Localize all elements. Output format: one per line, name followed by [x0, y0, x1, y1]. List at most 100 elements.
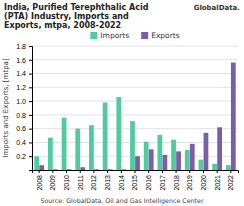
- x-tick-mark: [121, 170, 122, 173]
- x-tick-mark: [93, 170, 94, 173]
- x-tick: 2017: [159, 170, 166, 191]
- legend-label: Imports: [100, 31, 129, 40]
- grid-line: [32, 46, 238, 47]
- bar: [149, 149, 154, 170]
- y-tick-label: 1.2: [16, 84, 26, 91]
- bar-series: [39, 63, 235, 170]
- x-tick: 2013: [104, 170, 111, 191]
- bar: [171, 140, 176, 170]
- x-tick-mark: [203, 170, 204, 173]
- grid-line: [32, 114, 238, 115]
- bar: [130, 121, 135, 170]
- y-tick-mark: [29, 60, 32, 61]
- legend-label: Exports: [151, 31, 180, 40]
- x-tick-label: 2017: [159, 175, 166, 191]
- bar: [144, 142, 149, 170]
- x-tick: 2008: [36, 170, 43, 191]
- x-tick-mark: [107, 170, 108, 173]
- x-tick-mark: [135, 170, 136, 173]
- x-tick: 2009: [49, 170, 56, 191]
- y-tick: 1.8: [16, 43, 32, 50]
- legend-item: Exports: [141, 31, 180, 40]
- bar: [116, 97, 121, 170]
- x-tick-mark: [162, 170, 163, 173]
- x-tick-label: 2008: [36, 175, 43, 191]
- x-tick-label: 2022: [227, 175, 234, 191]
- bar: [34, 156, 39, 170]
- x-tick-label: 2021: [214, 175, 221, 191]
- bar: [212, 164, 217, 170]
- legend: Imports Exports: [90, 31, 179, 40]
- x-axis-line: [33, 171, 239, 174]
- x-tick: 2014: [118, 170, 125, 191]
- y-tick: 1.4: [16, 70, 32, 77]
- x-tick: 2021: [214, 170, 221, 191]
- y-axis-line: [29, 47, 33, 171]
- y-tick: 0.6: [16, 125, 32, 132]
- title: India, Purified Terephthalic Acid(PTA) I…: [4, 3, 149, 30]
- x-tick-label: 2015: [131, 175, 138, 191]
- bar: [108, 169, 113, 170]
- y-axis: 0.2 0.4 0.6 0.8 1.0 1.2 1.4 1.6 1.8: [16, 43, 32, 171]
- y-tick-label: 1.6: [16, 57, 26, 64]
- x-tick-label: 2010: [63, 175, 70, 191]
- x-tick-label: 2009: [49, 175, 56, 191]
- bar: [80, 167, 85, 170]
- bar-series: [34, 97, 230, 170]
- y-tick-label: 0.6: [16, 125, 26, 132]
- bar: [176, 151, 181, 170]
- bar: [67, 169, 72, 170]
- y-tick: 0.8: [16, 112, 32, 119]
- bar: [62, 118, 67, 170]
- x-tick: 2018: [173, 170, 180, 191]
- y-tick-label: 0.8: [16, 112, 26, 119]
- x-tick-mark: [189, 170, 190, 173]
- bar: [204, 133, 209, 170]
- y-tick: 0.4: [16, 139, 32, 146]
- y-tick-mark: [29, 142, 32, 143]
- source: Source: GlobalData, Oil and Gas Intellig…: [40, 197, 203, 205]
- y-tick-label: 1.0: [16, 98, 26, 105]
- bar: [75, 129, 80, 170]
- y-tick: 0.2: [16, 153, 32, 160]
- x-tick-mark: [39, 170, 40, 173]
- grid-line: [32, 101, 238, 102]
- grid-line: [32, 73, 238, 74]
- y-tick-mark: [29, 74, 32, 75]
- x-tick-label: 2014: [118, 175, 125, 191]
- bar: [53, 169, 58, 170]
- grid-line: [32, 87, 238, 88]
- x-tick-mark: [52, 170, 53, 173]
- y-tick-mark: [29, 101, 32, 102]
- bar: [190, 144, 195, 170]
- x-tick-mark: [217, 170, 218, 173]
- bar: [226, 165, 231, 170]
- bar: [89, 125, 94, 170]
- y-tick: 1.0: [16, 98, 32, 105]
- y-tick-mark: [29, 156, 32, 157]
- y-tick-label: 0.2: [16, 153, 26, 160]
- y-tick-label: 0.4: [16, 139, 26, 146]
- chart-svg: India, Purified Terephthalic Acid(PTA) I…: [0, 0, 244, 206]
- bar: [103, 102, 108, 170]
- y-tick-label: 1.4: [16, 70, 26, 77]
- y-tick: 1.6: [16, 57, 32, 64]
- title-line: India, Purified Terephthalic Acid: [4, 3, 149, 12]
- title-line: (PTA) Industry, Imports and: [4, 12, 129, 21]
- bar: [185, 150, 190, 170]
- x-tick-mark: [148, 170, 149, 173]
- y-tick-mark: [29, 129, 32, 130]
- x-tick: 2019: [186, 170, 193, 191]
- bar: [48, 138, 53, 170]
- x-axis: 2008200920102011201220132014201520162017…: [33, 170, 239, 191]
- legend-swatch: [141, 32, 148, 39]
- x-tick: 2012: [90, 170, 97, 191]
- x-tick-mark: [66, 170, 67, 173]
- x-tick-label: 2018: [173, 175, 180, 191]
- bars: [34, 63, 235, 170]
- bar: [163, 155, 168, 170]
- x-tick: 2022: [227, 170, 234, 191]
- y-axis-title: Imports and Exports, [mtpa]: [2, 58, 10, 158]
- bar: [94, 169, 99, 170]
- y-tick-mark: [29, 46, 32, 47]
